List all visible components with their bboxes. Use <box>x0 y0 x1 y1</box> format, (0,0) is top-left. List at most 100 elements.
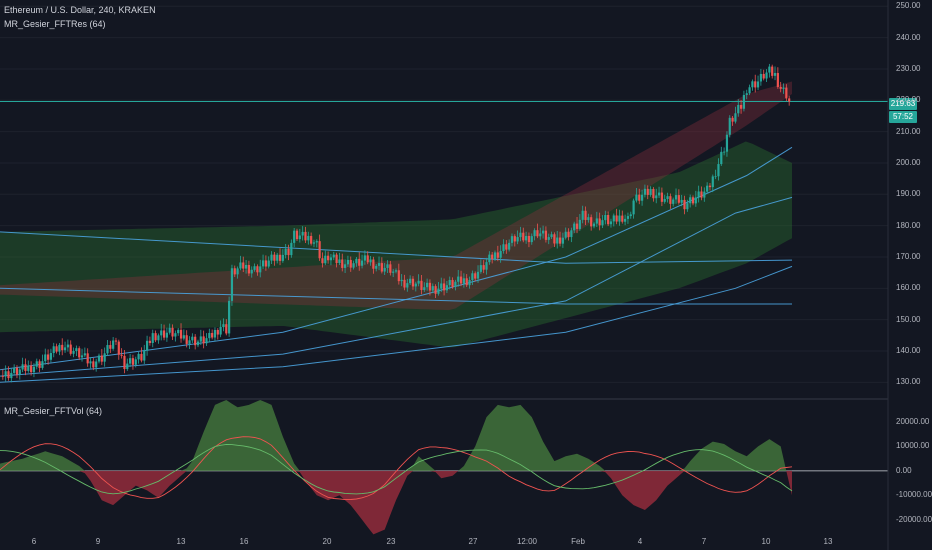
candle-body <box>157 335 160 341</box>
candle-body <box>338 259 341 264</box>
candle-body <box>550 234 553 238</box>
candle-body <box>219 327 222 335</box>
candle-body <box>383 267 386 272</box>
candle-body <box>751 81 754 88</box>
candle-body <box>759 73 762 82</box>
candle-body <box>533 230 536 237</box>
candle-body <box>428 282 432 291</box>
candle-body <box>522 232 525 241</box>
candle-body <box>510 236 514 243</box>
candle-body <box>666 196 669 199</box>
candle-body <box>301 231 304 236</box>
candle-body <box>315 241 318 243</box>
candle-body <box>502 244 505 252</box>
candle-body <box>307 235 310 241</box>
candle-body <box>394 270 398 272</box>
candle-body <box>363 255 366 261</box>
candle-body <box>380 263 383 272</box>
candle-body <box>728 117 731 135</box>
candle-body <box>341 259 344 268</box>
y-tick-label: 190.00 <box>896 189 921 199</box>
candle-body <box>417 280 420 284</box>
green-band <box>0 141 792 348</box>
candle-body <box>663 199 666 202</box>
candle-body <box>454 281 457 287</box>
candle-body <box>414 283 417 287</box>
candle-body <box>332 254 335 258</box>
candle-body <box>346 259 350 265</box>
x-tick-label: 9 <box>95 537 101 546</box>
candle-body <box>126 363 129 370</box>
candle-body <box>259 266 262 273</box>
x-tick-label: 10 <box>761 537 771 546</box>
candle-body <box>493 252 497 260</box>
candle-body <box>434 286 437 294</box>
candle-body <box>191 336 194 341</box>
x-tick-label: 20 <box>322 537 332 546</box>
candle-body <box>7 371 10 379</box>
candle-body <box>423 287 426 291</box>
candle-body <box>352 263 355 268</box>
candle-body <box>264 260 267 267</box>
candle-body <box>145 340 149 351</box>
candle-body <box>49 353 53 360</box>
candle-body <box>131 358 135 365</box>
candle-body <box>86 353 89 364</box>
candle-body <box>375 265 378 269</box>
candle-body <box>451 280 454 287</box>
candle-body <box>541 230 545 234</box>
candle-body <box>655 195 658 199</box>
x-tick-label: 6 <box>31 537 37 546</box>
oscillator <box>0 400 888 535</box>
candle-body <box>598 218 601 226</box>
candle-body <box>295 230 299 240</box>
candle-body <box>448 280 451 286</box>
candle-body <box>561 237 564 244</box>
candle-body <box>689 197 692 204</box>
y-tick-label: 160.00 <box>896 283 921 293</box>
candle-body <box>578 219 581 229</box>
candle-body <box>539 233 542 237</box>
candle-body <box>496 252 499 258</box>
x-tick-label: 27 <box>468 537 478 546</box>
candle-body <box>202 336 205 344</box>
candle-body <box>570 230 573 238</box>
candle-body <box>649 188 652 195</box>
candle-body <box>581 210 584 220</box>
candle-body <box>530 236 533 243</box>
candle-body <box>318 241 321 259</box>
candle-body <box>706 185 709 192</box>
candle-body <box>18 369 21 375</box>
candle-body <box>607 214 610 225</box>
candle-body <box>148 340 152 344</box>
trend-line-4 <box>0 265 793 383</box>
y-tick-label: 240.00 <box>896 32 921 42</box>
candle-body <box>194 336 197 346</box>
candle-body <box>409 278 412 284</box>
candle-body <box>134 359 137 365</box>
candle-body <box>55 346 58 352</box>
candle-body <box>519 232 522 238</box>
candle-body <box>349 259 352 268</box>
candle-body <box>196 341 200 346</box>
candle-body <box>69 344 72 354</box>
candle-body <box>377 263 381 266</box>
candle-body <box>587 217 590 220</box>
candle-body <box>168 327 171 333</box>
y-tick-label: 250.00 <box>896 1 921 11</box>
y-tick-label: 150.00 <box>896 314 921 324</box>
candle-body <box>558 237 562 244</box>
trend-line-5 <box>0 146 793 371</box>
candle-body <box>103 353 106 362</box>
bar-countdown-tag: 57:52 <box>889 111 917 123</box>
candle-body <box>643 188 647 195</box>
candle-body <box>154 333 157 341</box>
candle-body <box>527 235 531 243</box>
candle-body <box>680 199 683 203</box>
candle-body <box>440 283 443 289</box>
candle-body <box>52 346 55 354</box>
candle-body <box>293 230 296 243</box>
trend-lines <box>0 100 888 383</box>
indicator-sub-label: MR_Gesier_FFTVol (64) <box>4 406 103 416</box>
candle-body <box>247 264 251 274</box>
